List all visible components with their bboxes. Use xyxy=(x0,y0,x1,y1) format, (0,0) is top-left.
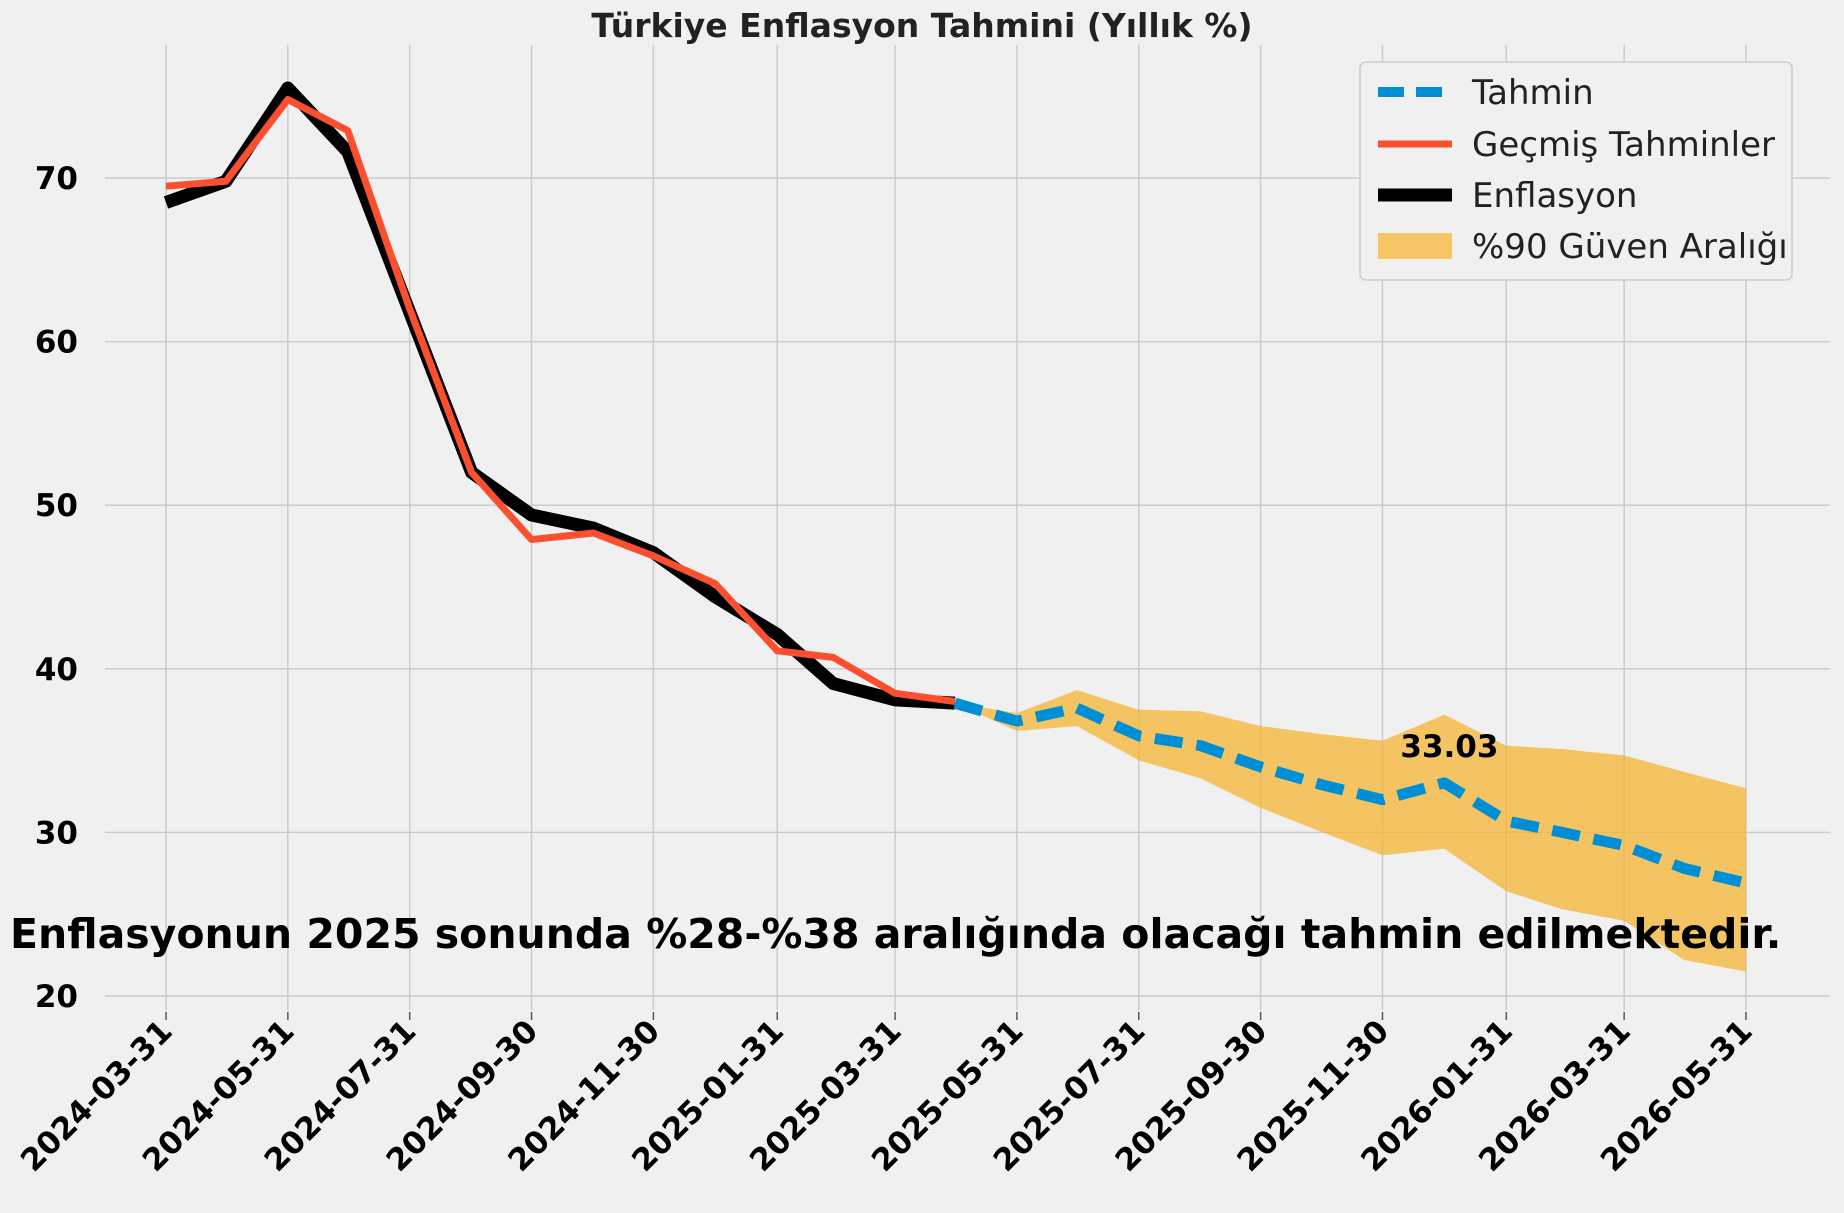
legend-label-enflasyon: Enflasyon xyxy=(1472,176,1637,216)
y-tick-label: 50 xyxy=(35,488,78,524)
legend-label-gecmis: Geçmiş Tahminler xyxy=(1472,125,1775,165)
tahmin-line xyxy=(953,697,1748,889)
y-tick-label: 40 xyxy=(35,652,78,688)
legend: Tahmin Geçmiş Tahminler Enflasyon %90 Gü… xyxy=(1359,61,1793,281)
y-axis-ticks: 20 30 40 50 60 70 xyxy=(35,161,78,1015)
annotation-label: 33.03 xyxy=(1400,729,1498,765)
chart-title: Türkiye Enflasyon Tahmini (Yıllık %) xyxy=(591,6,1252,45)
y-tick-label: 30 xyxy=(35,815,78,851)
legend-label-tahmin: Tahmin xyxy=(1471,73,1594,113)
enflasyon-line xyxy=(163,81,956,710)
series-layer xyxy=(163,81,1748,889)
legend-box xyxy=(1359,61,1793,281)
x-axis-ticks: 2024-03-312024-05-312024-07-312024-09-30… xyxy=(14,1012,1760,1179)
y-tick-label: 60 xyxy=(35,325,78,361)
y-tick-label: 20 xyxy=(35,979,78,1015)
y-tick-label: 70 xyxy=(35,161,78,197)
confidence-band-layer xyxy=(955,690,1746,972)
confidence-band xyxy=(955,690,1746,972)
legend-swatch-band xyxy=(1378,233,1452,259)
legend-label-band: %90 Güven Aralığı xyxy=(1472,227,1788,267)
grid-lines xyxy=(105,45,1830,1010)
forecast-footnote: Enflasyonun 2025 sonunda %28-%38 aralığı… xyxy=(10,910,1781,958)
gecmis-tahminler-line xyxy=(165,95,956,705)
